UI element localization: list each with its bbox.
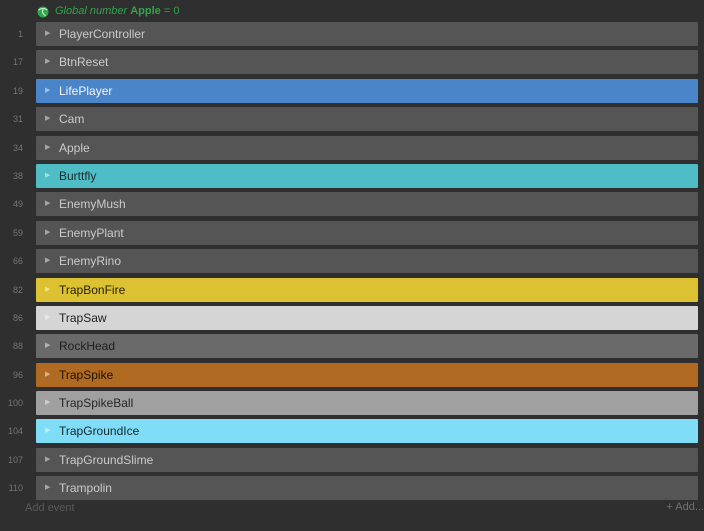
globe-icon [37,5,49,18]
add-button[interactable]: + Add... [666,501,704,513]
event-group-label: LifePlayer [59,83,113,98]
event-group-label: Burttfly [59,168,97,183]
expand-arrow-icon[interactable]: ▶ [45,455,51,463]
event-row: 19 ▶ LifePlayer [0,78,704,103]
variable-name: Apple [130,5,161,17]
line-number: 49 [12,199,23,210]
event-group-label: Apple [59,140,90,155]
event-group-label: PlayerController [59,27,146,41]
expand-arrow-icon[interactable]: ▶ [45,86,51,94]
event-group-bar[interactable]: ▶ TrapSpike [36,362,698,387]
event-group-label: TrapBonFire [59,282,126,297]
event-group-bar[interactable]: ▶ TrapSpikeBall [36,391,698,416]
event-row: 38 ▶ Burttfly [0,163,704,188]
event-group-bar[interactable]: ▶ PlayerController [36,22,698,46]
line-number: 88 [12,341,23,352]
event-group-label: RockHead [59,339,116,354]
event-group-bar[interactable]: ▶ EnemyMush [36,192,698,217]
expand-arrow-icon[interactable]: ▶ [45,257,51,265]
event-group-bar[interactable]: ▶ RockHead [36,334,698,359]
line-number: 82 [12,284,23,295]
expand-arrow-icon[interactable]: ▶ [45,115,51,123]
event-row: 104 ▶ TrapGroundIce [0,419,704,444]
event-group-bar[interactable]: ▶ BtnReset [36,50,698,75]
line-number: 19 [12,85,23,96]
expand-arrow-icon[interactable]: ▶ [45,370,51,378]
event-group-label: BtnReset [59,55,109,70]
line-number: 17 [12,57,23,68]
event-group-bar[interactable]: ▶ EnemyPlant [36,220,698,245]
event-row: 34 ▶ Apple [0,135,704,160]
event-row: 17 ▶ BtnReset [0,50,704,75]
event-group-label: TrapSaw [59,310,107,325]
line-number: 34 [12,142,23,153]
expand-arrow-icon[interactable]: ▶ [45,342,51,350]
event-group-label: Cam [59,112,85,127]
event-group-label: EnemyPlant [59,225,124,240]
event-row: 107 ▶ TrapGroundSlime [0,447,704,472]
event-row: 59 ▶ EnemyPlant [0,220,704,245]
expand-arrow-icon[interactable]: ▶ [45,228,51,236]
event-group-label: TrapSpike [59,367,114,382]
event-group-bar[interactable]: ▶ Burttfly [36,163,698,188]
event-group-bar[interactable]: ▶ Cam [36,107,698,132]
line-number: 1 [17,29,23,39]
expand-arrow-icon[interactable]: ▶ [45,484,51,492]
event-group-bar[interactable]: ▶ LifePlayer [36,78,698,103]
event-group-label: TrapSpikeBall [59,396,134,411]
line-number: 100 [7,398,23,409]
event-group-bar[interactable]: ▶ TrapGroundIce [36,419,698,444]
line-number: 38 [12,170,23,181]
event-group-bar[interactable]: ▶ TrapGroundSlime [36,447,698,472]
event-group-label: Trampolin [59,481,112,496]
event-group-bar[interactable]: ▶ Trampolin [36,476,698,501]
line-number: 110 [8,483,23,494]
expand-arrow-icon[interactable]: ▶ [45,399,51,407]
event-group-label: EnemyRino [59,254,122,269]
line-number: 66 [12,256,23,267]
line-number: 59 [12,227,23,238]
add-event-button[interactable]: Add event [25,502,75,514]
event-group-label: TrapGroundSlime [59,452,154,467]
event-group-label: TrapGroundIce [59,424,140,439]
event-row: 88 ▶ RockHead [0,334,704,359]
line-number: 107 [7,454,23,465]
expand-arrow-icon[interactable]: ▶ [45,427,51,435]
expand-arrow-icon[interactable]: ▶ [45,58,51,66]
event-row: 110 ▶ Trampolin [0,476,704,501]
event-rows: 1 ▶ PlayerController 17 ▶ BtnReset 19 ▶ … [0,22,704,501]
expand-arrow-icon[interactable]: ▶ [45,313,51,321]
event-row: 49 ▶ EnemyMush [0,192,704,217]
event-group-bar[interactable]: ▶ EnemyRino [36,249,698,274]
event-row: 86 ▶ TrapSaw [0,305,704,330]
expand-arrow-icon[interactable]: ▶ [45,200,51,208]
variable-type-label: Global number [55,5,131,17]
expand-arrow-icon[interactable]: ▶ [45,30,51,37]
global-variable-display[interactable]: Global number Apple = 0 [0,0,704,22]
line-number: 86 [12,312,23,323]
event-group-label: EnemyMush [59,197,126,212]
event-group-bar[interactable]: ▶ Apple [36,135,698,160]
event-group-bar[interactable]: ▶ TrapSaw [36,305,698,330]
expand-arrow-icon[interactable]: ▶ [45,171,51,179]
event-row: 31 ▶ Cam [0,107,704,132]
event-row: 96 ▶ TrapSpike [0,362,704,387]
event-row: 100 ▶ TrapSpikeBall [0,391,704,416]
line-number: 104 [7,426,23,437]
event-row: 66 ▶ EnemyRino [0,249,704,274]
expand-arrow-icon[interactable]: ▶ [45,285,51,293]
event-row: 82 ▶ TrapBonFire [0,277,704,302]
line-number: 96 [12,369,23,380]
global-variable-text: Global number Apple = 0 [55,5,179,17]
event-group-bar[interactable]: ▶ TrapBonFire [36,277,698,302]
variable-value: = 0 [160,5,180,17]
event-row: 1 ▶ PlayerController [0,22,704,46]
line-number: 31 [12,114,23,125]
expand-arrow-icon[interactable]: ▶ [45,143,51,151]
